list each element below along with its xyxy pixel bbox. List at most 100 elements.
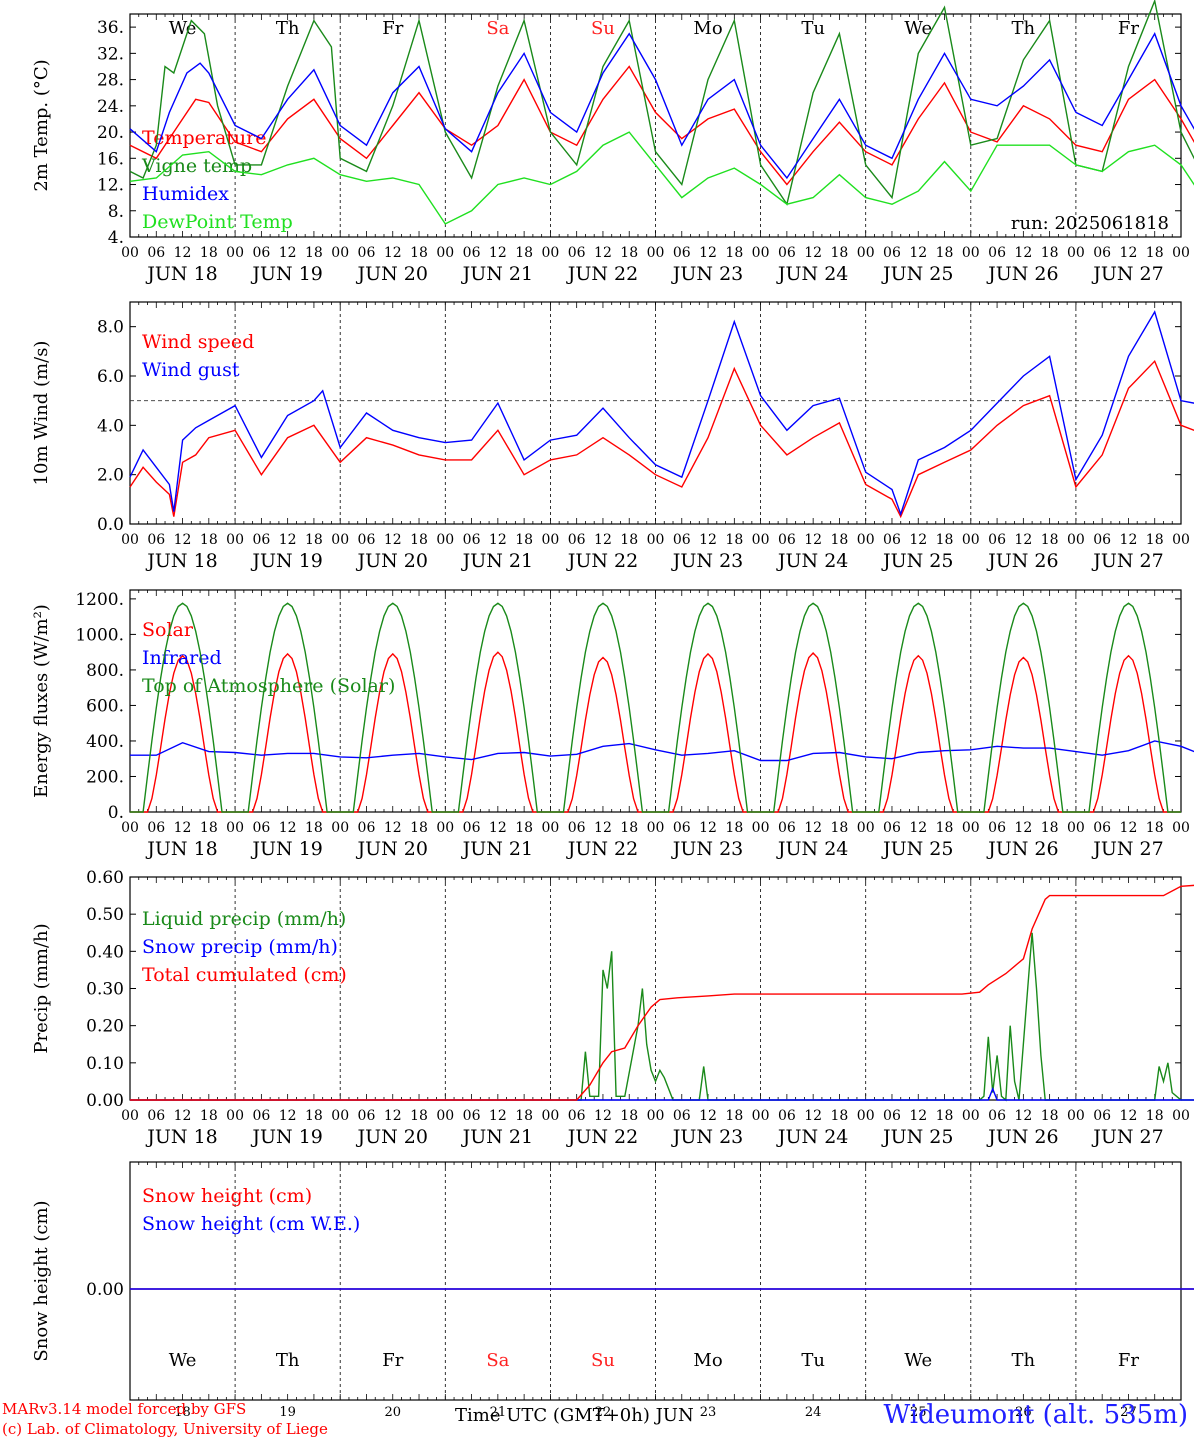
- hour-tick-label: 06: [883, 532, 901, 548]
- date-label: JUN 20: [356, 838, 428, 860]
- wind-legend-wind-gust: Wind gust: [142, 359, 240, 381]
- day-number-label: 21: [490, 1405, 507, 1420]
- date-label: JUN 26: [986, 1126, 1058, 1148]
- energy-ytick-label: 1000.: [75, 625, 124, 645]
- hour-tick-label: 00: [331, 1108, 349, 1124]
- hour-tick-label: 06: [252, 820, 270, 836]
- hour-tick-label: 00: [857, 820, 875, 836]
- hour-tick-label: 18: [725, 245, 743, 261]
- hour-tick-label: 06: [988, 820, 1006, 836]
- hour-tick-label: 06: [463, 532, 481, 548]
- energy-legend-solar: Solar: [142, 619, 194, 641]
- hour-tick-label: 18: [831, 820, 849, 836]
- hour-tick-label: 18: [1146, 532, 1164, 548]
- hour-tick-label: 06: [568, 1108, 586, 1124]
- precip-ytick-label: 0.20: [86, 1017, 124, 1037]
- hour-tick-label: 18: [831, 532, 849, 548]
- hour-tick-label: 00: [962, 532, 980, 548]
- day-number-label: 18: [174, 1405, 191, 1420]
- hour-tick-label: 18: [410, 820, 428, 836]
- weekday-label-bottom: Fr: [1118, 1350, 1139, 1371]
- snow-legend-snow-height-cm-w-e-: Snow height (cm W.E.): [142, 1213, 360, 1235]
- precip-ytick-label: 0.00: [86, 1091, 124, 1111]
- hour-tick-label: 12: [1120, 532, 1138, 548]
- hour-tick-label: 06: [147, 245, 165, 261]
- date-label: JUN 27: [1091, 263, 1163, 285]
- hour-tick-label: 00: [1172, 820, 1190, 836]
- weekday-label-bottom: Fr: [382, 1350, 403, 1371]
- hour-tick-label: 00: [121, 1108, 139, 1124]
- energy-legend-infrared: Infrared: [142, 647, 222, 669]
- hour-tick-label: 00: [752, 1108, 770, 1124]
- wind-series-wind-gust: [129, 310, 1194, 517]
- hour-tick-label: 18: [410, 1108, 428, 1124]
- hour-tick-label: 00: [1172, 245, 1190, 261]
- temp-ytick-label: 28.: [97, 71, 124, 91]
- date-label: JUN 21: [461, 550, 533, 572]
- hour-tick-label: 00: [752, 820, 770, 836]
- hour-tick-label: 12: [699, 1108, 717, 1124]
- hour-tick-label: 00: [226, 245, 244, 261]
- wind-ytick-label: 8.0: [97, 318, 124, 338]
- hour-tick-label: 00: [226, 532, 244, 548]
- precip-ytick-label: 0.30: [86, 980, 124, 1000]
- temp-legend-humidex: Humidex: [142, 183, 229, 205]
- date-label: JUN 23: [671, 263, 743, 285]
- hour-tick-label: 00: [962, 820, 980, 836]
- date-label: JUN 23: [671, 1126, 743, 1148]
- temp-ylabel: 2m Temp. (°C): [31, 59, 52, 191]
- hour-tick-label: 12: [804, 532, 822, 548]
- hour-tick-label: 00: [331, 820, 349, 836]
- hour-tick-label: 06: [1093, 1108, 1111, 1124]
- date-label: JUN 22: [566, 550, 638, 572]
- date-label: JUN 19: [250, 550, 322, 572]
- hour-tick-label: 06: [358, 1108, 376, 1124]
- precip-legend-total-cumulated-cm-: Total cumulated (cm): [142, 964, 347, 986]
- hour-tick-label: 06: [463, 820, 481, 836]
- hour-tick-label: 18: [1146, 820, 1164, 836]
- snow-ytick-label: 0.00: [86, 1280, 124, 1300]
- weekday-label-bottom: Sa: [486, 1350, 509, 1371]
- date-label: JUN 24: [776, 550, 848, 572]
- x-axis-title: Time UTC (GMT+0h) JUN: [455, 1405, 694, 1426]
- weekday-label-bottom: Th: [276, 1350, 300, 1371]
- hour-tick-label: 12: [1120, 245, 1138, 261]
- hour-tick-label: 18: [200, 1108, 218, 1124]
- temp-ytick-label: 4.: [108, 228, 124, 248]
- lab-credit-text: (c) Lab. of Climatology, University of L…: [2, 1420, 328, 1438]
- model-credit-text: MARv3.14 model forced by GFS: [2, 1400, 247, 1418]
- weekday-label-top: We: [904, 18, 932, 39]
- hour-tick-label: 18: [936, 820, 954, 836]
- hour-tick-label: 12: [279, 820, 297, 836]
- energy-ylabel: Energy fluxes (W/m²): [31, 604, 52, 798]
- hour-tick-label: 18: [620, 1108, 638, 1124]
- hour-tick-label: 06: [463, 245, 481, 261]
- hour-tick-label: 00: [541, 532, 559, 548]
- hour-tick-label: 12: [1014, 245, 1032, 261]
- temp-ytick-label: 12.: [97, 176, 124, 196]
- temp-series-dewpoint-temp: [129, 131, 1194, 225]
- station-name: Wideumont (alt. 535m): [883, 1400, 1188, 1430]
- date-label: JUN 26: [986, 838, 1058, 860]
- energy-ytick-label: 0.: [108, 803, 124, 823]
- hour-tick-label: 06: [778, 820, 796, 836]
- hour-tick-label: 00: [857, 532, 875, 548]
- hour-tick-label: 06: [147, 1108, 165, 1124]
- date-label: JUN 20: [356, 1126, 428, 1148]
- day-number-label: 20: [384, 1405, 401, 1420]
- date-label: JUN 18: [145, 1126, 217, 1148]
- hour-tick-label: 00: [121, 532, 139, 548]
- hour-tick-label: 18: [936, 1108, 954, 1124]
- snow-legend-snow-height-cm-: Snow height (cm): [142, 1185, 312, 1207]
- hour-tick-label: 00: [752, 245, 770, 261]
- hour-tick-label: 18: [831, 245, 849, 261]
- hour-tick-label: 12: [1014, 1108, 1032, 1124]
- date-label: JUN 18: [145, 263, 217, 285]
- hour-tick-label: 06: [252, 532, 270, 548]
- date-label: JUN 19: [250, 838, 322, 860]
- hour-tick-label: 06: [673, 245, 691, 261]
- hour-tick-label: 12: [489, 820, 507, 836]
- temp-ytick-label: 24.: [97, 97, 124, 117]
- weekday-label-top: Th: [276, 18, 300, 39]
- hour-tick-label: 18: [305, 245, 323, 261]
